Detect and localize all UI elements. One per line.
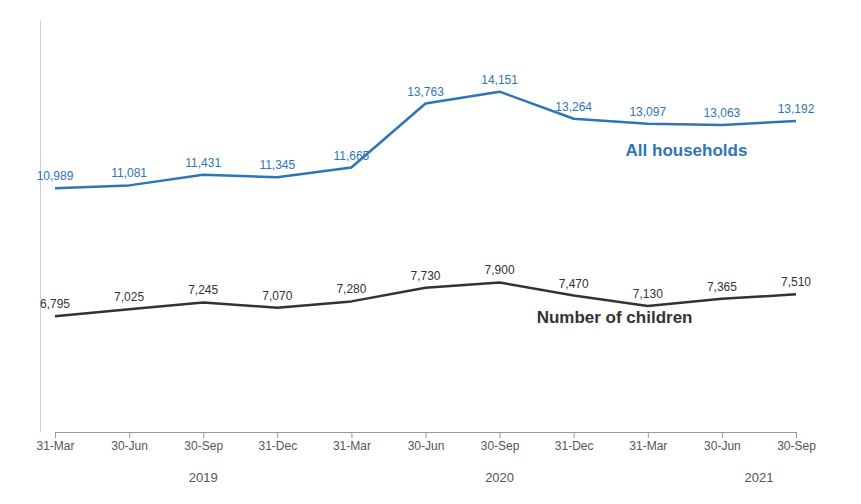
x-tick-mark: [500, 432, 501, 438]
x-tick: 31-Mar: [36, 432, 74, 453]
x-tick-mark: [129, 432, 130, 438]
data-label: 10,989: [37, 169, 74, 183]
series-label: Number of children: [537, 308, 693, 327]
data-label: 11,081: [111, 166, 147, 180]
x-tick-mark: [203, 432, 204, 438]
data-label: 6,795: [40, 297, 70, 311]
x-tick: 31-Dec: [555, 432, 594, 453]
data-label: 11,345: [259, 158, 295, 172]
data-label: 13,192: [778, 102, 815, 116]
year-annotation: 2019: [189, 470, 218, 485]
data-label: 13,763: [407, 85, 444, 99]
data-label: 7,470: [559, 277, 589, 291]
data-label: 7,730: [410, 269, 440, 283]
x-tick: 31-Dec: [258, 432, 297, 453]
x-tick: 30-Jun: [704, 432, 741, 453]
x-tick: 31-Mar: [629, 432, 667, 453]
data-label: 7,365: [707, 280, 737, 294]
x-tick: 30-Jun: [408, 432, 445, 453]
x-tick-label: 30-Jun: [704, 439, 741, 453]
x-tick-mark: [648, 432, 649, 438]
x-tick: 31-Mar: [333, 432, 371, 453]
year-annotation: 2021: [744, 470, 773, 485]
data-label: 7,900: [485, 263, 515, 277]
data-label: 13,097: [629, 105, 666, 119]
x-tick-label: 30-Sep: [184, 439, 223, 453]
x-tick-label: 30-Jun: [111, 439, 148, 453]
year-annotation: 2020: [485, 470, 514, 485]
data-label: 13,063: [704, 106, 741, 120]
x-tick-mark: [351, 432, 352, 438]
x-tick: 30-Sep: [777, 432, 816, 453]
x-tick: 30-Sep: [481, 432, 520, 453]
x-tick-mark: [722, 432, 723, 438]
x-tick-label: 31-Dec: [555, 439, 594, 453]
y-axis-line: [40, 21, 41, 433]
x-tick-label: 30-Sep: [777, 439, 816, 453]
x-tick-mark: [796, 432, 797, 438]
data-label: 7,025: [114, 290, 144, 304]
x-tick-mark: [574, 432, 575, 438]
data-label: 11,431: [185, 156, 221, 170]
data-label: 7,280: [336, 282, 366, 296]
x-tick: 30-Sep: [184, 432, 223, 453]
data-label: 7,510: [781, 275, 811, 289]
labels: 10,989 11,081 11,431 11,345 11,665 13,763 14,1…: [37, 73, 815, 485]
data-label: 14,151: [481, 73, 518, 87]
x-tick-label: 30-Sep: [481, 439, 520, 453]
data-label: 7,245: [188, 283, 218, 297]
data-label: 13,264: [555, 100, 592, 114]
x-tick-label: 31-Mar: [333, 439, 371, 453]
x-tick-label: 31-Dec: [258, 439, 297, 453]
x-tick-label: 31-Mar: [36, 439, 74, 453]
series-label: All households: [626, 141, 748, 160]
x-tick-label: 30-Jun: [408, 439, 445, 453]
x-tick-mark: [426, 432, 427, 438]
x-axis: 31-Mar 30-Jun 30-Sep 31-Dec 31-Mar 30-Jun 30-S…: [36, 432, 816, 453]
chart: 31-Mar 30-Jun 30-Sep 31-Dec 31-Mar 30-Jun 30-S…: [0, 0, 861, 504]
plot-area: [55, 92, 796, 316]
data-label: 7,070: [262, 289, 292, 303]
series-line: [55, 92, 796, 189]
x-tick-mark: [277, 432, 278, 438]
x-tick-label: 31-Mar: [629, 439, 667, 453]
x-tick-mark: [55, 432, 56, 438]
y-axis: [40, 21, 41, 433]
data-label: 11,665: [333, 149, 369, 163]
x-tick: 30-Jun: [111, 432, 148, 453]
data-label: 7,130: [633, 287, 663, 301]
